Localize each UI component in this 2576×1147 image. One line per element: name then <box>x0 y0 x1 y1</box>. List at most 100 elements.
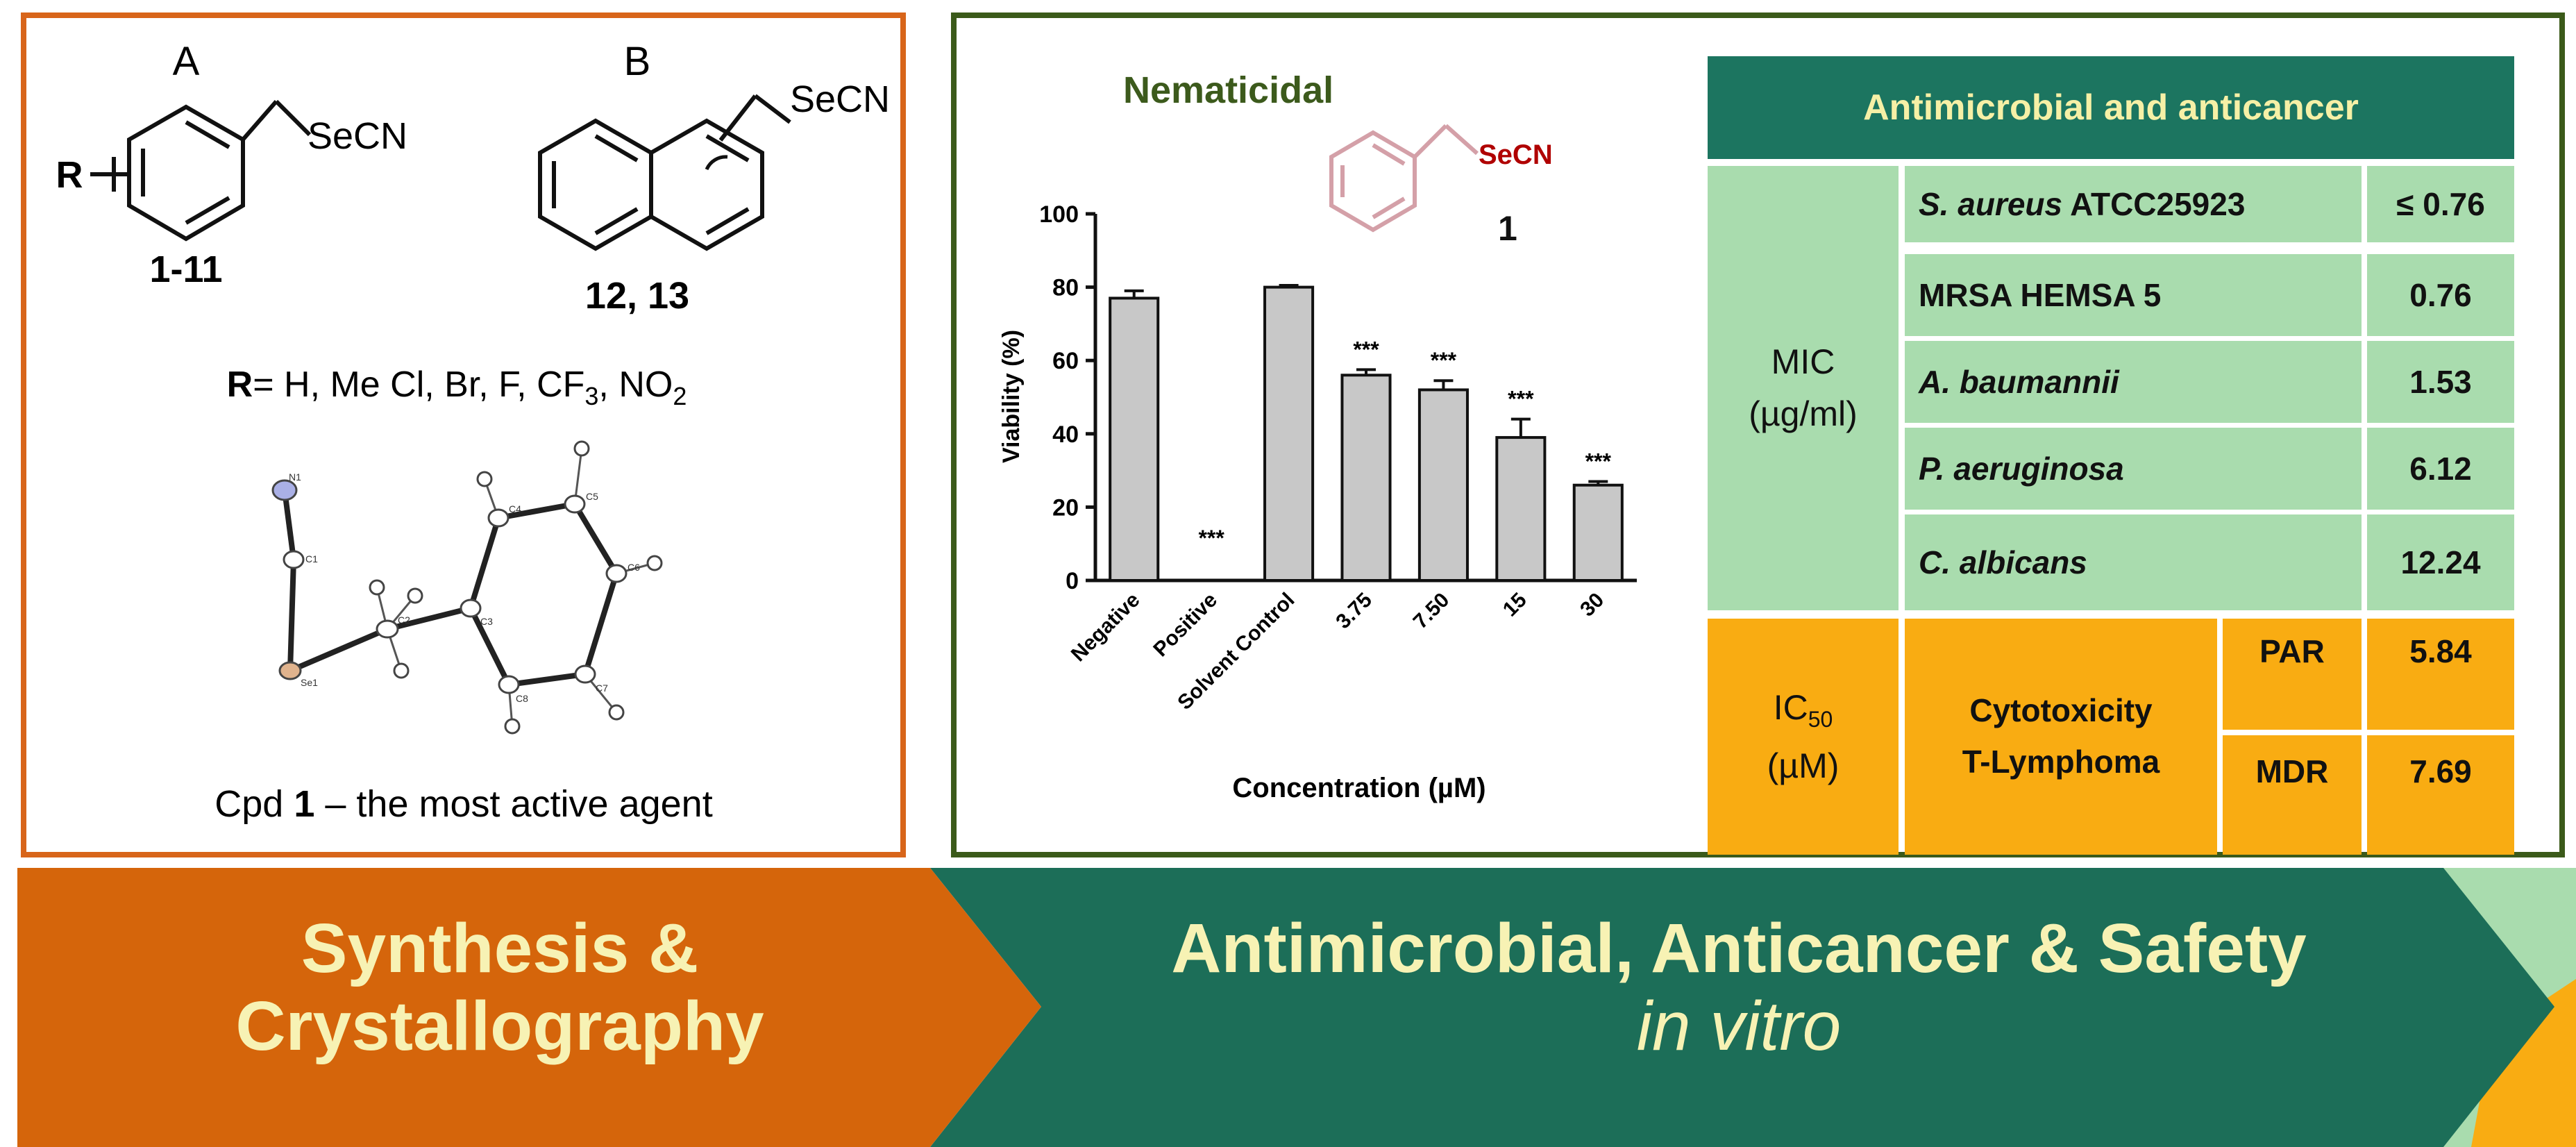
atom-label-n1: N1 <box>289 471 301 483</box>
activity-table: Antimicrobial and anticancer MIC (µg/ml)… <box>1708 56 2548 855</box>
x-axis-label: Concentration (µM) <box>1232 773 1485 803</box>
crystal-structure <box>282 489 620 688</box>
x-tick-label: Positive <box>1149 589 1222 662</box>
organism-cell: S. aureus ATCC25923 <box>1905 166 2362 242</box>
label-b: B <box>624 39 651 84</box>
crystal-atoms <box>271 440 663 735</box>
mic-value: 6.12 <box>2367 428 2514 510</box>
mic-value: ≤ 0.76 <box>2367 166 2514 242</box>
secn-group-b: SeCN <box>790 78 890 120</box>
y-tick-label: 60 <box>1052 348 1079 374</box>
banner-tail-orange <box>2471 979 2576 1147</box>
bars: *** *** *** *** *** <box>1109 283 1624 583</box>
mdr-value-cell: 7.69 <box>2367 735 2514 855</box>
substituent-r: R <box>56 154 83 196</box>
naphthyl-structure-b <box>538 94 791 251</box>
bar <box>1109 296 1160 582</box>
banner-left-arrow <box>17 868 1041 1147</box>
organism-cell: C. albicans <box>1905 514 2362 610</box>
crystal-caption: Cpd 1 – the most active agent <box>214 783 712 825</box>
atom-label-c2: C2 <box>398 614 410 626</box>
y-tick-label: 100 <box>1039 201 1079 228</box>
benzyl-structure-a <box>90 99 312 242</box>
bar <box>1495 436 1547 583</box>
significance-marker: *** <box>1585 449 1612 474</box>
bioactivity-panel: Nematicidal SeCN 1 0 20 40 60 80 100 *** *** **… <box>951 12 2565 857</box>
organism-name: P. aeruginosa <box>1919 451 2124 487</box>
y-tick-label: 20 <box>1052 494 1079 521</box>
compound-1-number: 1 <box>1498 209 1517 248</box>
bar <box>1572 483 1624 582</box>
atom-label-c7: C7 <box>596 683 608 694</box>
structures-drawing: A R SeCN 1-11 B SeCN 12, 13 R= H, Me Cl,… <box>56 39 891 825</box>
mic-value: 1.53 <box>2367 341 2514 423</box>
significance-marker: *** <box>1198 526 1224 551</box>
significance-marker: *** <box>1508 387 1534 412</box>
x-tick-label: 15 <box>1499 589 1531 621</box>
banner-right-arrow <box>930 868 2554 1147</box>
organism-name: C. albicans <box>1919 544 2087 580</box>
y-tick-label: 0 <box>1066 568 1079 594</box>
compound-1-structure <box>1329 124 1479 233</box>
ic50-unit: (µM) <box>1767 746 1840 785</box>
par-value: 5.84 <box>2409 633 2472 669</box>
x-tick-label: Negative <box>1067 589 1145 667</box>
banner-right-line2: in vitro <box>1636 987 1842 1065</box>
atom-label-c4: C4 <box>509 503 521 514</box>
secn-group-a: SeCN <box>308 115 407 157</box>
cytotoxicity-label: Cytotoxicity <box>1969 692 2153 729</box>
x-tick-label: 30 <box>1576 589 1608 621</box>
mdr-label-cell: MDR <box>2223 735 2362 855</box>
par-value-cell: 5.84 <box>2367 619 2514 730</box>
atom-label-c8: C8 <box>516 693 528 704</box>
banner-left-line2: Crystallography <box>235 987 764 1065</box>
y-axis-label: Viability (%) <box>998 330 1025 463</box>
t-lymphoma-label: T-Lymphoma <box>1962 744 2160 780</box>
banner-right-text: Antimicrobial, Anticancer & Safety in vi… <box>1027 910 2450 1065</box>
organism-name: A. baumannii <box>1919 364 2119 400</box>
chart-title: Nematicidal <box>1123 69 1333 111</box>
compound-range-a: 1-11 <box>149 249 222 290</box>
table-header: Antimicrobial and anticancer <box>1708 56 2514 159</box>
mdr-label: MDR <box>2255 753 2329 789</box>
atom-label-c3: C3 <box>480 616 493 627</box>
x-tick-label: 7.50 <box>1409 589 1454 634</box>
organism-strain: ATCC25923 <box>2062 186 2246 222</box>
mdr-value: 7.69 <box>2409 753 2472 789</box>
ic50-label-cell: IC50 (µM) <box>1708 619 1899 855</box>
significance-marker: *** <box>1353 337 1379 362</box>
atom-label-c1: C1 <box>305 553 318 564</box>
mic-value: 0.76 <box>2367 254 2514 336</box>
mic-label: MIC <box>1771 342 1835 381</box>
bar <box>1417 388 1469 582</box>
organism-cell: A. baumannii <box>1905 341 2362 423</box>
atom-label-se1: Se1 <box>301 677 318 688</box>
compound-1-secn: SeCN <box>1479 140 1553 170</box>
banner-left-text: Synthesis & Crystallography <box>21 910 979 1065</box>
ic50-label: IC50 <box>1773 688 1833 732</box>
bar <box>1340 374 1392 582</box>
atom-label-c6: C6 <box>628 562 640 573</box>
mic-value: 12.24 <box>2367 514 2514 610</box>
par-label-cell: PAR <box>2223 619 2362 730</box>
label-a: A <box>173 39 200 84</box>
table-header-text: Antimicrobial and anticancer <box>1863 87 2359 128</box>
bar <box>1263 285 1315 582</box>
bottom-banner <box>17 868 2576 1147</box>
cytotoxicity-cell: Cytotoxicity T-Lymphoma <box>1905 619 2217 855</box>
organism-cell: P. aeruginosa <box>1905 428 2362 510</box>
banner-left-line1: Synthesis & <box>301 910 699 987</box>
organism-strain: MRSA HEMSA 5 <box>1919 277 2162 313</box>
synthesis-panel: A R SeCN 1-11 B SeCN 12, 13 R= H, Me Cl,… <box>21 12 906 857</box>
compound-range-b: 12, 13 <box>585 275 689 317</box>
x-tick-label: 3.75 <box>1331 589 1377 634</box>
significance-marker: *** <box>1431 348 1457 373</box>
par-label: PAR <box>2259 633 2325 669</box>
organism-cell: MRSA HEMSA 5 <box>1905 254 2362 336</box>
y-tick-label: 40 <box>1052 421 1079 448</box>
organism-name: S. aureus <box>1919 186 2063 222</box>
banner-right-line1: Antimicrobial, Anticancer & Safety <box>1171 910 2307 987</box>
atom-label-c5: C5 <box>586 491 598 502</box>
